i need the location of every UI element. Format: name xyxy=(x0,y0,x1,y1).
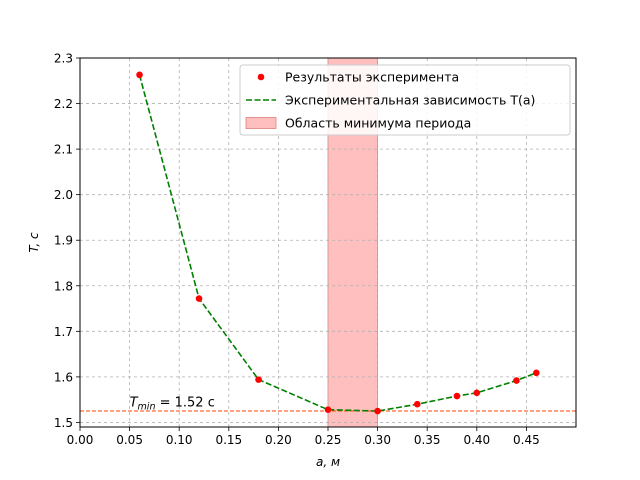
x-tick-label: 0.35 xyxy=(414,433,441,447)
legend-entry-scatter: Результаты эксперимента xyxy=(285,70,459,85)
x-tick-label: 0.15 xyxy=(215,433,242,447)
x-tick-label: 0.45 xyxy=(513,433,540,447)
y-tick-label: 2.0 xyxy=(54,188,73,202)
y-tick-label: 2.1 xyxy=(54,143,73,157)
legend-box xyxy=(239,64,571,136)
tmin-annotation: Tmin = 1.52 c xyxy=(130,396,215,413)
y-tick-label: 1.5 xyxy=(54,416,73,430)
y-axis-label: T, c xyxy=(27,232,41,253)
x-axis-label: a, м xyxy=(316,455,340,469)
ticks-layer: 0.00 0.05 0.10 0.15 0.20 0.25 0.30 0.35 0.40 0.45… xyxy=(54,52,540,448)
y-tick-label: 1.7 xyxy=(54,325,73,339)
x-tick-label: 0.25 xyxy=(315,433,342,447)
x-tick-label: 0.10 xyxy=(166,433,193,447)
legend-entry-line: Экспериментальная зависимость T(a) xyxy=(285,93,535,108)
data-point xyxy=(473,389,481,397)
series-line-dependency xyxy=(138,74,537,412)
data-point xyxy=(324,406,332,413)
legend: Результаты эксперимента Экспериментальна… xyxy=(239,64,571,136)
legend-marker-scatter xyxy=(257,73,265,81)
data-point xyxy=(513,377,520,384)
data-point xyxy=(533,369,540,377)
x-tick-label: 0.20 xyxy=(265,433,292,447)
data-point xyxy=(413,400,421,408)
series-layer xyxy=(136,71,540,415)
data-point xyxy=(453,392,461,400)
y-tick-label: 2.3 xyxy=(54,52,73,66)
data-point xyxy=(374,407,381,415)
data-point xyxy=(255,376,262,383)
x-tick-label: 0.05 xyxy=(116,433,143,447)
legend-marker-shade xyxy=(245,117,277,129)
y-tick-label: 1.9 xyxy=(54,234,73,248)
x-tick-label: 0.30 xyxy=(364,433,391,447)
x-tick-label: 0.40 xyxy=(463,433,490,447)
y-tick-label: 2.2 xyxy=(54,97,73,111)
data-point xyxy=(195,295,203,302)
y-tick-label: 1.8 xyxy=(54,279,73,293)
data-point xyxy=(136,71,143,79)
legend-entry-shade: Область минимума периода xyxy=(285,116,471,131)
x-tick-label: 0.00 xyxy=(67,433,94,447)
y-tick-label: 1.6 xyxy=(54,370,73,384)
